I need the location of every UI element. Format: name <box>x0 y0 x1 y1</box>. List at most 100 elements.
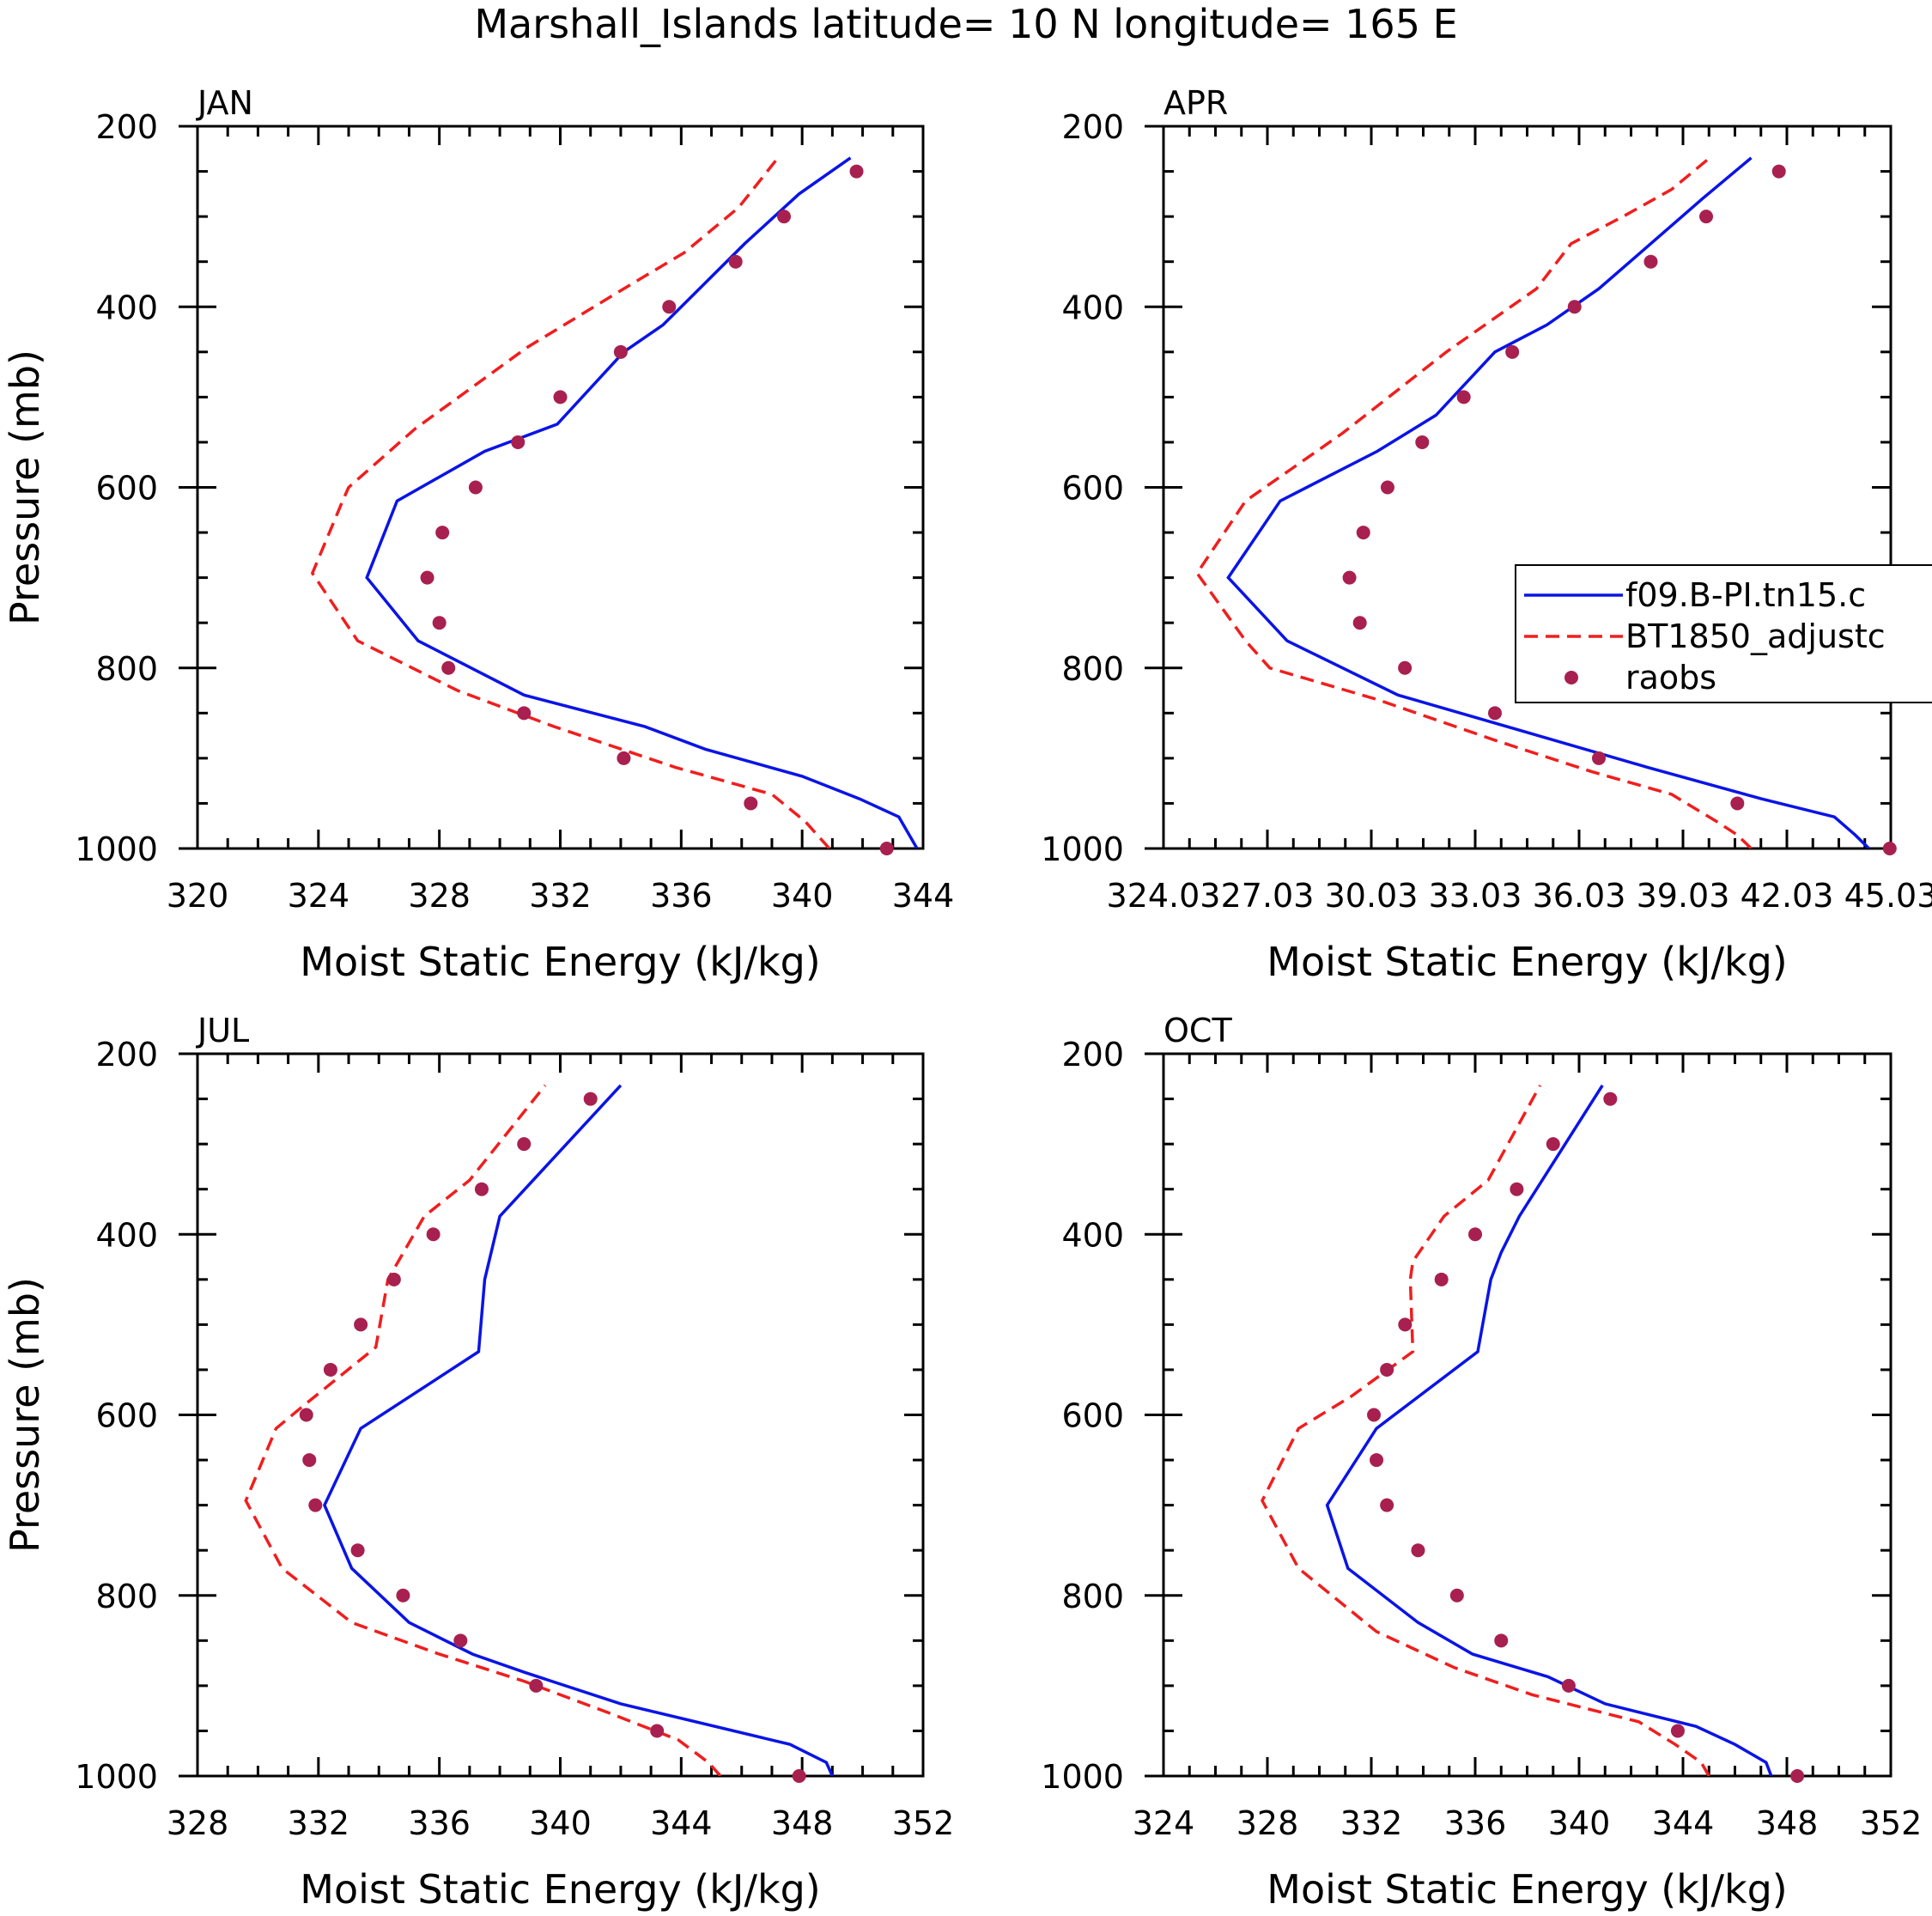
raobs-point <box>792 1769 806 1783</box>
raobs-point <box>553 390 568 404</box>
raobs-point <box>1546 1137 1560 1152</box>
raobs-point <box>1398 660 1413 675</box>
raobs-point <box>308 1498 323 1512</box>
y-tick-label: 600 <box>95 470 158 508</box>
panel-label: APR <box>1163 84 1228 122</box>
x-tick-label: 328 <box>1236 1804 1299 1842</box>
x-tick-label: 348 <box>1756 1804 1819 1842</box>
x-axis-label: Moist Static Energy (kJ/kg) <box>300 1866 821 1913</box>
raobs-point <box>1882 842 1897 855</box>
raobs-point <box>474 1182 489 1196</box>
raobs-point <box>529 1678 544 1693</box>
raobs-point <box>354 1317 368 1332</box>
raobs-point <box>396 1588 410 1603</box>
panel-label: OCT <box>1163 1012 1232 1049</box>
y-tick-label: 600 <box>1061 1397 1124 1435</box>
raobs-point <box>1352 616 1367 630</box>
raobs-point <box>662 300 677 314</box>
raobs-point <box>1670 1724 1685 1738</box>
raobs-point <box>1468 1227 1482 1242</box>
x-tick-label: 33.03 <box>1429 877 1522 915</box>
raobs-point <box>517 706 532 721</box>
raobs-point <box>650 1724 665 1738</box>
raobs-point <box>1771 164 1786 179</box>
raobs-point <box>441 660 456 675</box>
x-tick-label: 332 <box>529 877 592 915</box>
raobs-point <box>1380 480 1394 495</box>
x-tick-label: 344 <box>892 877 955 915</box>
raobs-point <box>1380 1498 1394 1512</box>
raobs-point <box>1561 1678 1576 1693</box>
y-tick-label: 200 <box>95 1036 158 1074</box>
x-tick-label: 324 <box>1133 1804 1195 1842</box>
raobs-point <box>511 435 526 449</box>
plot-frame <box>196 125 925 850</box>
x-tick-label: 27.03 <box>1221 877 1315 915</box>
x-tick-label: 352 <box>892 1804 955 1842</box>
x-tick-label: 332 <box>1340 1804 1403 1842</box>
y-tick-label: 1000 <box>75 1758 158 1796</box>
raobs-point <box>1411 1543 1425 1558</box>
raobs-point <box>583 1092 598 1106</box>
x-tick-label: 328 <box>408 877 471 915</box>
adjusted-line <box>244 1084 722 1776</box>
raobs-point <box>1494 1633 1509 1648</box>
raobs-point <box>350 1543 365 1558</box>
y-tick-label: 200 <box>1061 1036 1124 1074</box>
raobs-point <box>1370 1453 1384 1468</box>
raobs-point <box>849 164 864 179</box>
x-tick-label: 36.03 <box>1533 877 1626 915</box>
x-tick-label: 340 <box>1548 1804 1611 1842</box>
x-tick-label: 344 <box>650 1804 713 1842</box>
y-tick-label: 800 <box>95 650 158 688</box>
x-axis-label: Moist Static Energy (kJ/kg) <box>1267 939 1788 985</box>
y-tick-label: 600 <box>95 1397 158 1435</box>
y-tick-label: 400 <box>1061 289 1124 326</box>
y-tick-label: 1000 <box>1041 1758 1124 1796</box>
y-tick-label: 400 <box>95 289 158 326</box>
model-line <box>1325 1084 1773 1776</box>
x-tick-label: 320 <box>167 877 229 915</box>
raobs-point <box>468 480 483 495</box>
raobs-point <box>386 1272 401 1286</box>
panel-apr: APR 200 400 600 800 1000 324.03 27.03 30.03 33.03… <box>1041 84 1932 985</box>
x-tick-label: 332 <box>288 1804 350 1842</box>
y-tick-label: 1000 <box>1041 830 1124 868</box>
raobs-point <box>420 570 434 585</box>
x-tick-label: 344 <box>1652 1804 1715 1842</box>
model-line <box>365 156 919 849</box>
raobs-point <box>299 1408 313 1422</box>
raobs-point <box>1699 210 1714 224</box>
raobs-point <box>879 842 894 855</box>
model-line <box>322 1084 834 1776</box>
raobs-point <box>1643 254 1658 269</box>
raobs-point <box>1449 1588 1464 1603</box>
panel-label: JAN <box>196 84 253 122</box>
raobs-point <box>1415 435 1430 449</box>
raobs-point <box>1567 300 1582 314</box>
x-tick-label: 30.03 <box>1325 877 1419 915</box>
adjusted-line <box>1194 156 1753 849</box>
raobs-point <box>1730 796 1745 811</box>
legend-label: f09.B-PI.tn15.c <box>1625 576 1866 614</box>
x-axis-label: Moist Static Energy (kJ/kg) <box>300 939 821 985</box>
model-line <box>1226 156 1870 849</box>
raobs-point <box>1380 1362 1394 1377</box>
x-tick-label: 328 <box>167 1804 229 1842</box>
raobs-point <box>1790 1769 1805 1783</box>
raobs-point <box>1487 706 1502 721</box>
raobs-point <box>1505 344 1520 359</box>
raobs-point <box>617 751 631 765</box>
legend-marker <box>1564 671 1578 684</box>
raobs-point <box>1603 1092 1618 1106</box>
raobs-point <box>1591 751 1606 765</box>
x-tick-label: 336 <box>1444 1804 1507 1842</box>
y-tick-label: 800 <box>95 1578 158 1615</box>
raobs-point <box>1367 1408 1382 1422</box>
legend-label: BT1850_adjustc <box>1625 617 1886 655</box>
raobs-point <box>1356 526 1370 540</box>
raobs-point <box>613 344 628 359</box>
